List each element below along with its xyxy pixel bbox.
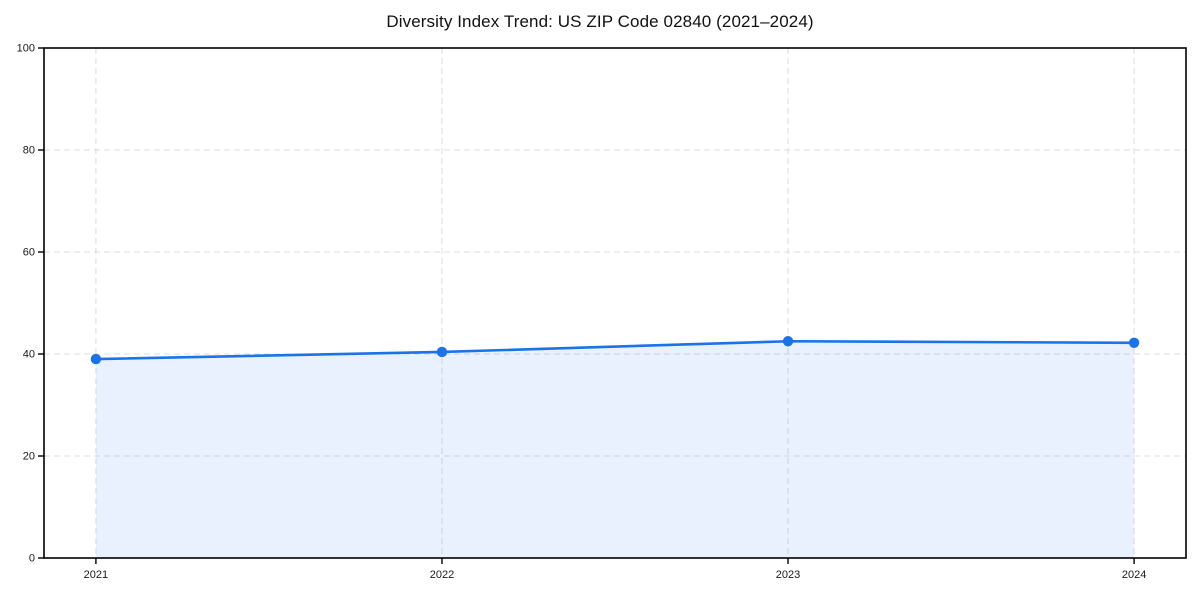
y-tick-label: 60 (23, 247, 35, 259)
y-tick-label: 100 (17, 43, 35, 55)
area-fill (95, 341, 1135, 558)
y-tick-label: 20 (23, 451, 35, 463)
x-tick-label: 2022 (430, 569, 454, 581)
data-point-2021 (90, 353, 102, 365)
plot-border (43, 47, 1187, 559)
y-tick-label: 80 (23, 145, 35, 157)
y-tick-label: 0 (29, 553, 35, 565)
data-point-2022 (436, 346, 448, 358)
data-point-2023 (782, 336, 794, 347)
chart-title: Diversity Index Trend: US ZIP Code 02840… (386, 12, 814, 31)
y-tick-label: 40 (23, 349, 35, 361)
data-point-2024 (1128, 337, 1140, 348)
trend-line (94, 339, 1136, 361)
x-tick-label: 2023 (776, 569, 800, 581)
x-tick-label: 2021 (84, 569, 108, 581)
x-tick-label: 2024 (1122, 569, 1146, 581)
